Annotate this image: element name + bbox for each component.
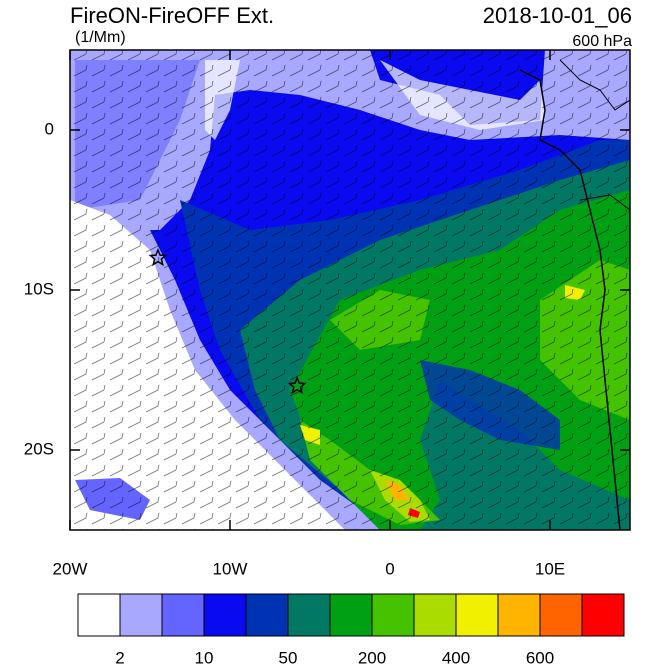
date: 2018-10-01_06 — [483, 3, 632, 28]
colorbar-label: 600 — [526, 648, 554, 667]
colorbar-label: 10 — [195, 648, 214, 667]
colorbar-box — [329, 593, 373, 637]
colorbar-box — [539, 593, 583, 637]
colorbar-box — [245, 593, 289, 637]
colorbar-label: 2 — [115, 648, 124, 667]
colorbar-label: 400 — [442, 648, 470, 667]
colorbar-label: 200 — [358, 648, 386, 667]
x-tick-label: 0 — [385, 559, 394, 578]
level: 600 hPa — [572, 33, 632, 50]
colorbar-box — [371, 593, 415, 637]
y-tick-label: 0 — [45, 119, 54, 138]
colorbar-box — [161, 593, 205, 637]
colorbar-label: 50 — [279, 648, 298, 667]
x-tick-label: 10E — [535, 559, 565, 578]
colorbar-box — [455, 593, 499, 637]
x-tick-label: 10W — [213, 559, 248, 578]
colorbar-box — [77, 593, 121, 637]
x-tick-label: 20W — [53, 559, 88, 578]
site-marker — [287, 376, 307, 395]
colorbar-box — [287, 593, 331, 637]
units: (1/Mm) — [75, 29, 126, 46]
colorbar-box — [203, 593, 247, 637]
map-field — [70, 50, 630, 530]
colorbar-box — [119, 593, 163, 637]
colorbar-box — [581, 593, 625, 637]
y-tick-label: 10S — [24, 279, 54, 298]
colorbar-box — [413, 593, 457, 637]
map-title: FireON-FireOFF Ext. — [70, 3, 274, 28]
colorbar-box — [497, 593, 541, 637]
y-tick-label: 20S — [24, 439, 54, 458]
site-marker — [148, 248, 168, 267]
